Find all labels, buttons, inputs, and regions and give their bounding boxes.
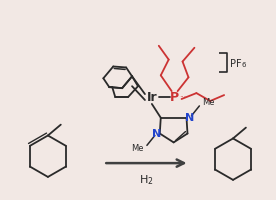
Text: P: P	[170, 91, 179, 104]
Text: N: N	[185, 113, 194, 123]
Text: 6: 6	[242, 62, 246, 68]
Text: PF: PF	[230, 59, 242, 69]
Text: Me: Me	[202, 98, 215, 107]
Text: ···: ···	[180, 94, 187, 103]
Text: H$_2$: H$_2$	[139, 173, 154, 187]
Text: Me: Me	[131, 144, 144, 153]
Text: N: N	[152, 129, 161, 139]
Text: Ir: Ir	[147, 91, 157, 104]
